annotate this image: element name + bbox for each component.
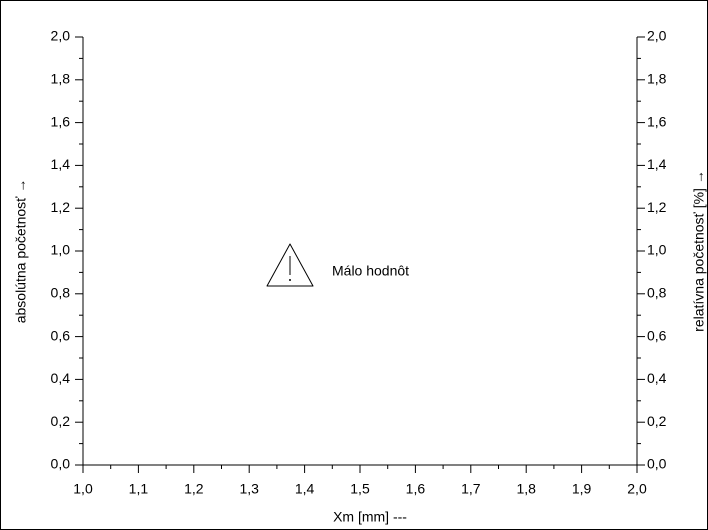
y2-tick-label: 2,0 <box>647 28 667 44</box>
y2-tick-label: 0,2 <box>647 413 667 429</box>
y2-tick-label: 0,4 <box>647 370 667 386</box>
x-tick-label: 1,5 <box>350 481 370 497</box>
x-tick-label: 1,7 <box>461 481 481 497</box>
y2-tick-label: 1,6 <box>647 113 667 129</box>
y2-axis-label: relatívna početnosť [%] → <box>691 170 707 332</box>
y2-tick-label: 1,2 <box>647 199 667 215</box>
y-tick-label: 1,6 <box>51 113 71 129</box>
y-axis-label: absolútna početnosť → <box>13 179 29 324</box>
x-tick-label: 1,0 <box>73 481 93 497</box>
y-tick-label: 2,0 <box>51 28 71 44</box>
y-tick-label: 1,0 <box>51 242 71 258</box>
y2-tick-label: 0,0 <box>647 456 667 472</box>
y-tick-label: 0,6 <box>51 327 71 343</box>
x-tick-label: 2,0 <box>627 481 647 497</box>
warning-text: Málo hodnôt <box>332 263 409 279</box>
y2-tick-label: 0,6 <box>647 327 667 343</box>
x-tick-label: 1,6 <box>406 481 426 497</box>
y2-tick-label: 1,4 <box>647 156 667 172</box>
y-tick-label: 0,2 <box>51 413 71 429</box>
x-tick-label: 1,2 <box>184 481 204 497</box>
x-tick-label: 1,8 <box>516 481 536 497</box>
y-tick-label: 0,0 <box>51 456 71 472</box>
x-tick-label: 1,9 <box>572 481 592 497</box>
x-tick-label: 1,1 <box>129 481 149 497</box>
y-tick-label: 0,8 <box>51 285 71 301</box>
y-tick-label: 1,4 <box>51 156 71 172</box>
y2-tick-label: 1,0 <box>647 242 667 258</box>
y-tick-label: 0,4 <box>51 370 71 386</box>
warning-icon <box>266 243 314 287</box>
y2-tick-label: 0,8 <box>647 285 667 301</box>
y-tick-label: 1,8 <box>51 71 71 87</box>
x-tick-label: 1,4 <box>295 481 315 497</box>
x-tick-label: 1,3 <box>239 481 259 497</box>
x-axis-label: Xm [mm] --- <box>333 509 407 525</box>
y2-tick-label: 1,8 <box>647 71 667 87</box>
y-tick-label: 1,2 <box>51 199 71 215</box>
